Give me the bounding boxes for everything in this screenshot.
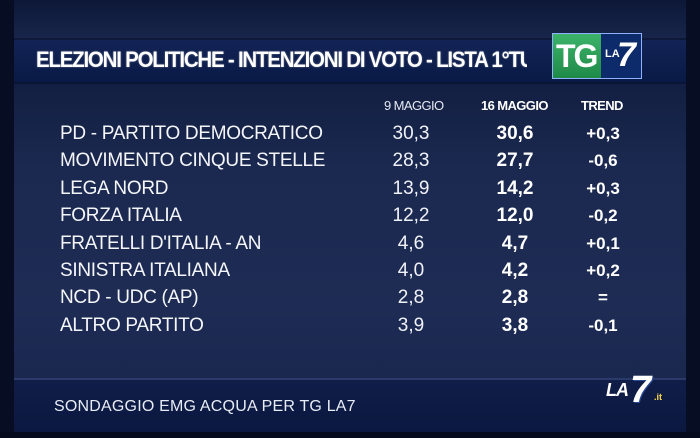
- tg-la7-logo: TG LA 7: [552, 33, 642, 79]
- party-name: NCD - UDC (AP): [60, 287, 199, 309]
- value-date2: 4,2: [501, 260, 529, 281]
- bottom-edge: [0, 432, 700, 438]
- tg-logo-la: LA: [605, 48, 620, 60]
- table-row: LEGA NORD 13,9 14,2 +0,3: [0, 175, 700, 203]
- value-date2: 12,0: [496, 205, 534, 227]
- value-date1: 12,2: [392, 205, 430, 227]
- party-name: LEGA NORD: [60, 177, 169, 199]
- value-date1: 4,0: [397, 260, 425, 281]
- value-trend: +0,3: [586, 124, 620, 143]
- value-date1: 30,3: [392, 123, 430, 144]
- value-date1: 4,6: [397, 232, 425, 254]
- value-trend: -0,1: [588, 315, 618, 335]
- party-name: PD - PARTITO DEMOCRATICO: [60, 123, 323, 144]
- la7-logo-la: LA: [606, 380, 629, 400]
- value-date1: 13,9: [392, 177, 430, 199]
- footer-bar: SONDAGGIO EMG ACQUA PER TG LA7: [14, 378, 686, 434]
- value-date1: 3,9: [397, 314, 425, 336]
- party-name: SINISTRA ITALIANA: [60, 260, 230, 281]
- value-date2: 14,2: [496, 177, 534, 199]
- la7-logo-seven: 7: [630, 369, 652, 411]
- frame-edge-left: [0, 0, 14, 438]
- value-trend: +0,3: [586, 178, 620, 198]
- tg-logo-seven: 7: [617, 36, 636, 74]
- value-date2: 2,8: [501, 287, 529, 309]
- column-header-date2: 16 MAGGIO: [481, 98, 548, 113]
- party-name: FRATELLI D'ITALIA - AN: [60, 232, 262, 254]
- table-row: MOVIMENTO CINQUE STELLE 28,3 27,7 -0,6: [0, 147, 700, 175]
- tg-logo-text: TG: [556, 38, 598, 74]
- party-name: ALTRO PARTITO: [60, 314, 204, 336]
- value-trend: =: [598, 288, 608, 308]
- value-trend: +0,1: [586, 233, 620, 253]
- frame-edge-right: [686, 0, 700, 438]
- party-name: MOVIMENTO CINQUE STELLE: [60, 150, 326, 172]
- chart-title: ELEZIONI POLITICHE - INTENZIONI DI VOTO …: [36, 47, 528, 72]
- value-date2: 27,7: [496, 150, 534, 172]
- value-trend: -0,2: [588, 206, 618, 226]
- value-date2: 30,6: [496, 123, 534, 144]
- party-name: FORZA ITALIA: [60, 205, 182, 227]
- value-date2: 3,8: [501, 314, 529, 336]
- value-trend: -0,6: [588, 151, 618, 171]
- table-row: PD - PARTITO DEMOCRATICO 30,3 30,6 +0,3: [0, 120, 700, 148]
- la7-logo-it: .it: [654, 392, 662, 402]
- value-date1: 28,3: [392, 150, 430, 172]
- la7-logo: LA 7 .it: [606, 370, 666, 410]
- table-row: NCD - UDC (AP) 2,8 2,8 =: [0, 284, 700, 312]
- value-date1: 2,8: [397, 287, 425, 309]
- table-row: FRATELLI D'ITALIA - AN 4,6 4,7 +0,1: [0, 230, 700, 258]
- table-row: FORZA ITALIA 12,2 12,0 -0,2: [0, 202, 700, 230]
- footer-source: SONDAGGIO EMG ACQUA PER TG LA7: [54, 398, 356, 415]
- column-header-trend: TREND: [581, 98, 623, 113]
- tg-logo-block: TG: [553, 34, 601, 78]
- top-band: [14, 0, 686, 38]
- table-row: ALTRO PARTITO 3,9 3,8 -0,1: [0, 312, 700, 340]
- value-date2: 4,7: [501, 232, 529, 254]
- column-header-date1: 9 MAGGIO: [384, 98, 444, 113]
- value-trend: +0,2: [586, 261, 620, 280]
- table-row: SINISTRA ITALIANA 4,0 4,2 +0,2: [0, 257, 700, 285]
